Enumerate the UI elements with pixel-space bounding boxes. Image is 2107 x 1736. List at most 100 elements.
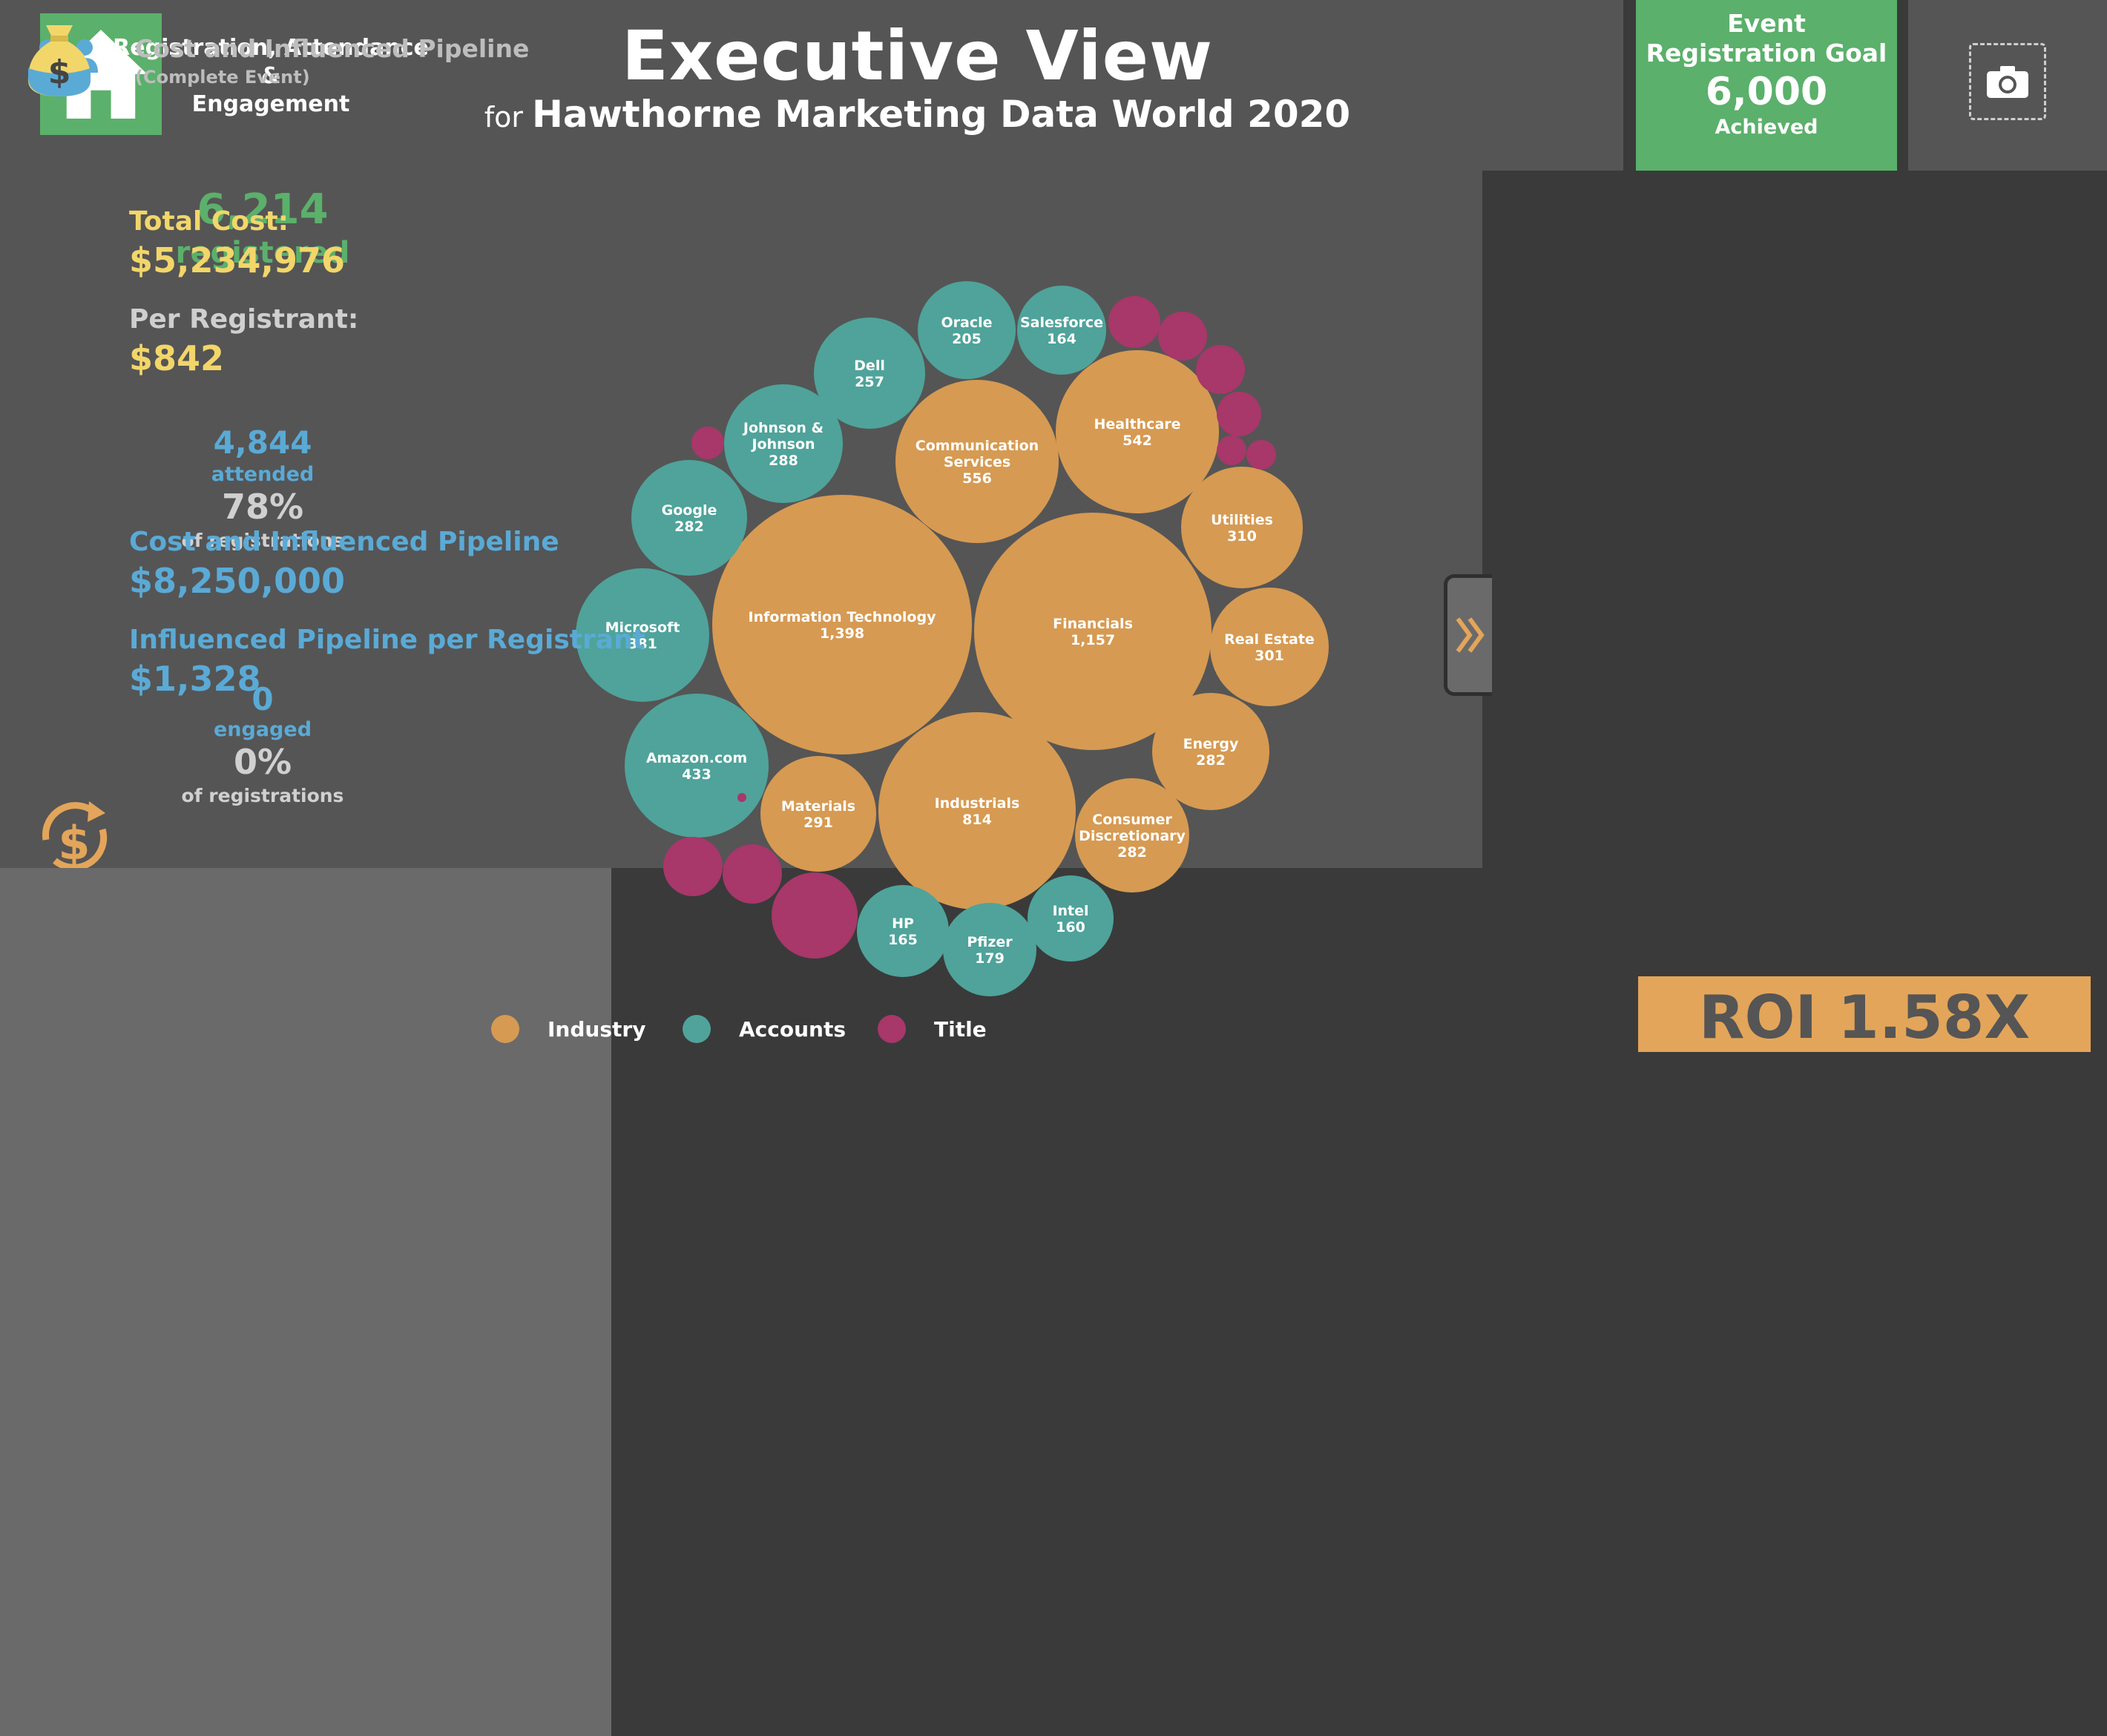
dollar-cycle-icon: $ [42,801,108,868]
page-subtitle: for Hawthorne Marketing Data World 2020 [211,93,1623,136]
legend-industry[interactable]: Industry [491,1015,645,1043]
bubble-oracle[interactable] [918,281,1016,379]
bubble-title-23[interactable] [1217,392,1261,436]
legend-title-swatch [878,1015,906,1043]
legend-title[interactable]: Title [878,1015,987,1043]
bubble-label-consumer-discretionary: Consumer Discretionary 282 [1079,812,1186,861]
pipeline-heading: Cost and Influenced Pipeline [135,34,530,63]
bubble-hp[interactable] [857,885,949,977]
bubble-label-oracle: Oracle 205 [941,315,992,347]
bubble-healthcare[interactable] [1056,350,1219,513]
bubble-johnson-johnson[interactable] [724,384,843,503]
bubble-title-26[interactable] [691,427,724,459]
bubble-communication-services[interactable] [895,380,1059,543]
bubble-label-dell: Dell 257 [854,358,885,390]
pipeline-per-registrant-label: Influenced Pipeline per Registrant [129,625,645,655]
registered-label: registered [175,236,350,270]
bubble-financials[interactable] [974,513,1212,750]
bubble-energy[interactable] [1152,693,1269,810]
bubble-label-information-technology: Information Technology 1,398 [749,609,937,642]
total-cost-label: Total Cost: [129,206,289,237]
section-heading: Registration, Attendance & Engagement [104,34,438,119]
bubble-label-pfizer: Pfizer 179 [967,934,1013,967]
bubble-label-energy: Energy 282 [1183,736,1239,769]
heading-line1: Registration, Attendance & [113,35,429,89]
bubble-label-hp: HP 165 [888,915,918,948]
pipeline-value: $8,250,000 [129,561,346,601]
roi-badge: ROI 1.58X [1638,976,2091,1052]
per-registrant-label: Per Registrant: [129,304,359,335]
screenshot-button[interactable] [1969,43,2046,120]
bubble-title-24[interactable] [1217,435,1246,465]
home-panel [0,0,200,171]
page-title: Executive View [621,16,1214,96]
attended-label: attended [211,463,315,486]
attended-count: 4,844 [213,424,312,461]
bubble-amazon-com[interactable] [625,694,769,838]
heading-line2: Engagement [191,91,350,117]
legend-accounts-swatch [683,1015,711,1043]
collapse-panel-button[interactable] [1444,574,1492,696]
goal-line1: Event [1727,9,1806,38]
bubble-title-28[interactable] [723,844,782,904]
bubble-label-amazon-com: Amazon.com 433 [646,750,747,783]
bubble-intel[interactable] [1028,875,1114,961]
bubble-label-industrials: Industrials 814 [935,795,1020,828]
legend-accounts[interactable]: Accounts [683,1015,846,1043]
bubble-google[interactable] [631,460,747,576]
bubble-chart: Information Technology 1,398 Financials 1,1… [576,281,1329,996]
legend-accounts-label: Accounts [739,1016,847,1042]
goal-status: Achieved [1715,116,1818,139]
bubble-microsoft[interactable] [576,568,709,702]
bubble-title-20[interactable] [1108,296,1160,348]
engaged-percent: 0% [233,742,292,782]
double-chevron-right-icon [1456,617,1485,653]
attended-percent: 78% [221,487,304,527]
bubble-label-utilities: Utilities 310 [1211,512,1273,545]
camera-icon [1987,66,2028,98]
svg-text:$: $ [48,53,71,91]
bubble-title-22[interactable] [1196,345,1245,394]
bubble-utilities[interactable] [1181,467,1303,588]
bubble-title-27[interactable] [663,837,723,896]
legend-title-label: Title [934,1016,987,1042]
goal-line2: Registration Goal [1646,39,1887,68]
bubble-label-johnson-johnson: Johnson & Johnson 288 [742,420,824,469]
bubble-pfizer[interactable] [943,903,1036,996]
title-area: Executive View for Hawthorne Marketing Da… [211,0,1623,171]
home-icon [54,30,148,119]
svg-text:$: $ [58,816,90,868]
pipeline-label: Cost and Influenced Pipeline [129,527,559,557]
bubble-label-communication-services: Communication Services 556 [916,438,1039,487]
bubble-label-intel: Intel 160 [1052,903,1088,936]
registration-goal-panel: Event Registration Goal 6,000 Achieved [1636,0,1897,171]
bubble-salesforce[interactable] [1017,286,1106,375]
bubble-real-estate[interactable] [1210,588,1329,706]
event-name: Hawthorne Marketing Data World 2020 [532,93,1351,136]
bubble-information-technology[interactable] [712,495,972,754]
bubble-title-25[interactable] [1246,440,1276,470]
money-bag-icon: $ [27,25,91,96]
subtitle-prefix: for [484,101,524,134]
engaged-count: 0 [252,681,274,717]
legend-industry-label: Industry [548,1016,646,1042]
attended-percent-label: of registrations [181,530,344,551]
camera-panel [1908,0,2107,171]
bubble-materials[interactable] [760,756,876,872]
bubble-label-google: Google 282 [662,502,717,535]
bubble-title-29[interactable] [772,872,858,959]
goal-value: 6,000 [1705,70,1828,114]
total-cost-value: $5,234,976 [129,240,346,280]
bubble-title-21[interactable] [1158,312,1207,361]
bubble-industrials[interactable] [878,712,1076,910]
engaged-label: engaged [213,718,312,741]
bubble-label-microsoft: Microsoft 381 [605,619,680,652]
bubble-label-salesforce: Salesforce 164 [1020,315,1103,347]
bubble-title-30[interactable] [737,793,746,802]
bubble-consumer-discretionary[interactable] [1075,778,1189,892]
pipeline-heading-sub: (Complete Event) [135,67,310,88]
per-registrant-value: $842 [129,338,225,378]
bubble-dell[interactable] [814,318,925,429]
pipeline-per-registrant-value: $1,328 [129,659,261,699]
legend-industry-swatch [491,1015,519,1043]
